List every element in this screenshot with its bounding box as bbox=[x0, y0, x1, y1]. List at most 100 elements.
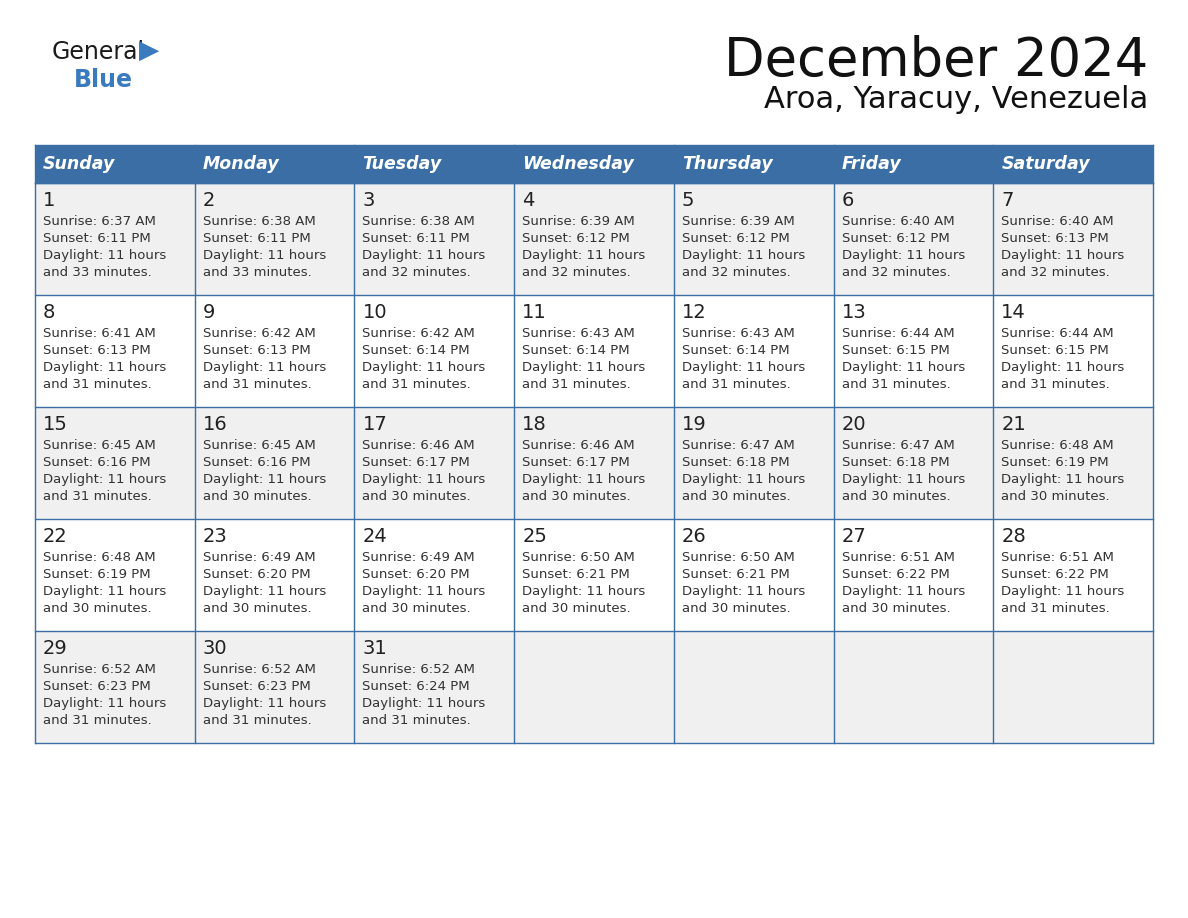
Text: Daylight: 11 hours: Daylight: 11 hours bbox=[1001, 585, 1125, 598]
Text: Daylight: 11 hours: Daylight: 11 hours bbox=[1001, 473, 1125, 486]
Text: 12: 12 bbox=[682, 303, 707, 322]
Text: and 31 minutes.: and 31 minutes. bbox=[43, 714, 152, 727]
Text: Sunrise: 6:51 AM: Sunrise: 6:51 AM bbox=[841, 551, 954, 564]
Text: Sunrise: 6:43 AM: Sunrise: 6:43 AM bbox=[523, 327, 634, 340]
Bar bbox=[514, 145, 674, 183]
Text: Daylight: 11 hours: Daylight: 11 hours bbox=[523, 473, 645, 486]
Text: Sunset: 6:17 PM: Sunset: 6:17 PM bbox=[362, 456, 470, 469]
Text: Daylight: 11 hours: Daylight: 11 hours bbox=[682, 473, 805, 486]
Text: 4: 4 bbox=[523, 191, 535, 210]
Bar bbox=[674, 631, 834, 743]
Text: Sunrise: 6:38 AM: Sunrise: 6:38 AM bbox=[203, 215, 316, 228]
Bar bbox=[354, 407, 514, 519]
Bar bbox=[34, 183, 195, 295]
Text: Daylight: 11 hours: Daylight: 11 hours bbox=[362, 697, 486, 710]
Text: Daylight: 11 hours: Daylight: 11 hours bbox=[203, 361, 326, 374]
Text: Sunrise: 6:50 AM: Sunrise: 6:50 AM bbox=[523, 551, 634, 564]
Text: and 30 minutes.: and 30 minutes. bbox=[841, 602, 950, 615]
Bar bbox=[834, 631, 993, 743]
Text: Sunset: 6:16 PM: Sunset: 6:16 PM bbox=[43, 456, 151, 469]
Text: Daylight: 11 hours: Daylight: 11 hours bbox=[1001, 249, 1125, 262]
Text: Sunset: 6:14 PM: Sunset: 6:14 PM bbox=[523, 344, 630, 357]
Text: Sunset: 6:14 PM: Sunset: 6:14 PM bbox=[362, 344, 470, 357]
Text: 28: 28 bbox=[1001, 527, 1026, 546]
Text: and 31 minutes.: and 31 minutes. bbox=[362, 714, 472, 727]
Text: Tuesday: Tuesday bbox=[362, 155, 442, 173]
Text: and 31 minutes.: and 31 minutes. bbox=[682, 378, 790, 391]
Text: Daylight: 11 hours: Daylight: 11 hours bbox=[523, 249, 645, 262]
Text: Daylight: 11 hours: Daylight: 11 hours bbox=[362, 585, 486, 598]
Text: Sunrise: 6:43 AM: Sunrise: 6:43 AM bbox=[682, 327, 795, 340]
Text: Sunrise: 6:39 AM: Sunrise: 6:39 AM bbox=[523, 215, 634, 228]
Text: Daylight: 11 hours: Daylight: 11 hours bbox=[841, 585, 965, 598]
Text: Sunset: 6:19 PM: Sunset: 6:19 PM bbox=[1001, 456, 1108, 469]
Text: Sunset: 6:11 PM: Sunset: 6:11 PM bbox=[203, 232, 310, 245]
Bar bbox=[993, 407, 1154, 519]
Text: Sunset: 6:17 PM: Sunset: 6:17 PM bbox=[523, 456, 630, 469]
Text: Sunrise: 6:42 AM: Sunrise: 6:42 AM bbox=[203, 327, 316, 340]
Bar bbox=[674, 519, 834, 631]
Text: 21: 21 bbox=[1001, 415, 1026, 434]
Text: and 32 minutes.: and 32 minutes. bbox=[841, 266, 950, 279]
Text: and 30 minutes.: and 30 minutes. bbox=[203, 602, 311, 615]
Text: Sunset: 6:13 PM: Sunset: 6:13 PM bbox=[1001, 232, 1110, 245]
Text: Daylight: 11 hours: Daylight: 11 hours bbox=[43, 697, 166, 710]
Text: Sunset: 6:11 PM: Sunset: 6:11 PM bbox=[43, 232, 151, 245]
Text: Daylight: 11 hours: Daylight: 11 hours bbox=[841, 473, 965, 486]
Text: Sunset: 6:13 PM: Sunset: 6:13 PM bbox=[43, 344, 151, 357]
Text: Saturday: Saturday bbox=[1001, 155, 1089, 173]
Text: and 30 minutes.: and 30 minutes. bbox=[362, 490, 472, 503]
Text: and 30 minutes.: and 30 minutes. bbox=[682, 602, 790, 615]
Bar bbox=[674, 183, 834, 295]
Bar bbox=[834, 183, 993, 295]
Text: Sunrise: 6:52 AM: Sunrise: 6:52 AM bbox=[362, 663, 475, 676]
Text: Daylight: 11 hours: Daylight: 11 hours bbox=[682, 585, 805, 598]
Text: 19: 19 bbox=[682, 415, 707, 434]
Text: Sunset: 6:20 PM: Sunset: 6:20 PM bbox=[362, 568, 470, 581]
Text: and 31 minutes.: and 31 minutes. bbox=[203, 714, 311, 727]
Bar bbox=[195, 519, 354, 631]
Text: Sunrise: 6:45 AM: Sunrise: 6:45 AM bbox=[43, 439, 156, 452]
Text: Daylight: 11 hours: Daylight: 11 hours bbox=[841, 249, 965, 262]
Text: Aroa, Yaracuy, Venezuela: Aroa, Yaracuy, Venezuela bbox=[764, 85, 1148, 114]
Text: and 31 minutes.: and 31 minutes. bbox=[203, 378, 311, 391]
Text: Sunset: 6:15 PM: Sunset: 6:15 PM bbox=[1001, 344, 1110, 357]
Text: 18: 18 bbox=[523, 415, 546, 434]
Text: Daylight: 11 hours: Daylight: 11 hours bbox=[362, 249, 486, 262]
Bar bbox=[993, 183, 1154, 295]
Bar bbox=[674, 407, 834, 519]
Text: and 31 minutes.: and 31 minutes. bbox=[43, 490, 152, 503]
Text: Thursday: Thursday bbox=[682, 155, 772, 173]
Bar bbox=[674, 145, 834, 183]
Text: Sunrise: 6:42 AM: Sunrise: 6:42 AM bbox=[362, 327, 475, 340]
Bar bbox=[514, 183, 674, 295]
Text: and 30 minutes.: and 30 minutes. bbox=[841, 490, 950, 503]
Text: Daylight: 11 hours: Daylight: 11 hours bbox=[203, 473, 326, 486]
Text: Sunrise: 6:47 AM: Sunrise: 6:47 AM bbox=[682, 439, 795, 452]
Text: and 31 minutes.: and 31 minutes. bbox=[841, 378, 950, 391]
Bar bbox=[514, 407, 674, 519]
Text: 6: 6 bbox=[841, 191, 854, 210]
Text: Sunrise: 6:51 AM: Sunrise: 6:51 AM bbox=[1001, 551, 1114, 564]
Text: Sunrise: 6:46 AM: Sunrise: 6:46 AM bbox=[523, 439, 634, 452]
Text: and 30 minutes.: and 30 minutes. bbox=[682, 490, 790, 503]
Text: Sunset: 6:24 PM: Sunset: 6:24 PM bbox=[362, 680, 470, 693]
Text: Sunrise: 6:39 AM: Sunrise: 6:39 AM bbox=[682, 215, 795, 228]
Text: Sunset: 6:18 PM: Sunset: 6:18 PM bbox=[682, 456, 790, 469]
Text: 26: 26 bbox=[682, 527, 707, 546]
Text: Sunset: 6:16 PM: Sunset: 6:16 PM bbox=[203, 456, 310, 469]
Text: Daylight: 11 hours: Daylight: 11 hours bbox=[43, 585, 166, 598]
Bar bbox=[34, 631, 195, 743]
Text: 20: 20 bbox=[841, 415, 866, 434]
Text: Daylight: 11 hours: Daylight: 11 hours bbox=[203, 585, 326, 598]
Text: and 32 minutes.: and 32 minutes. bbox=[1001, 266, 1110, 279]
Text: Monday: Monday bbox=[203, 155, 279, 173]
Text: Sunset: 6:12 PM: Sunset: 6:12 PM bbox=[841, 232, 949, 245]
Text: Sunrise: 6:52 AM: Sunrise: 6:52 AM bbox=[43, 663, 156, 676]
Text: 14: 14 bbox=[1001, 303, 1026, 322]
Text: Sunrise: 6:38 AM: Sunrise: 6:38 AM bbox=[362, 215, 475, 228]
Text: and 31 minutes.: and 31 minutes. bbox=[523, 378, 631, 391]
Text: and 30 minutes.: and 30 minutes. bbox=[523, 602, 631, 615]
Text: Sunrise: 6:49 AM: Sunrise: 6:49 AM bbox=[362, 551, 475, 564]
Text: Sunset: 6:20 PM: Sunset: 6:20 PM bbox=[203, 568, 310, 581]
